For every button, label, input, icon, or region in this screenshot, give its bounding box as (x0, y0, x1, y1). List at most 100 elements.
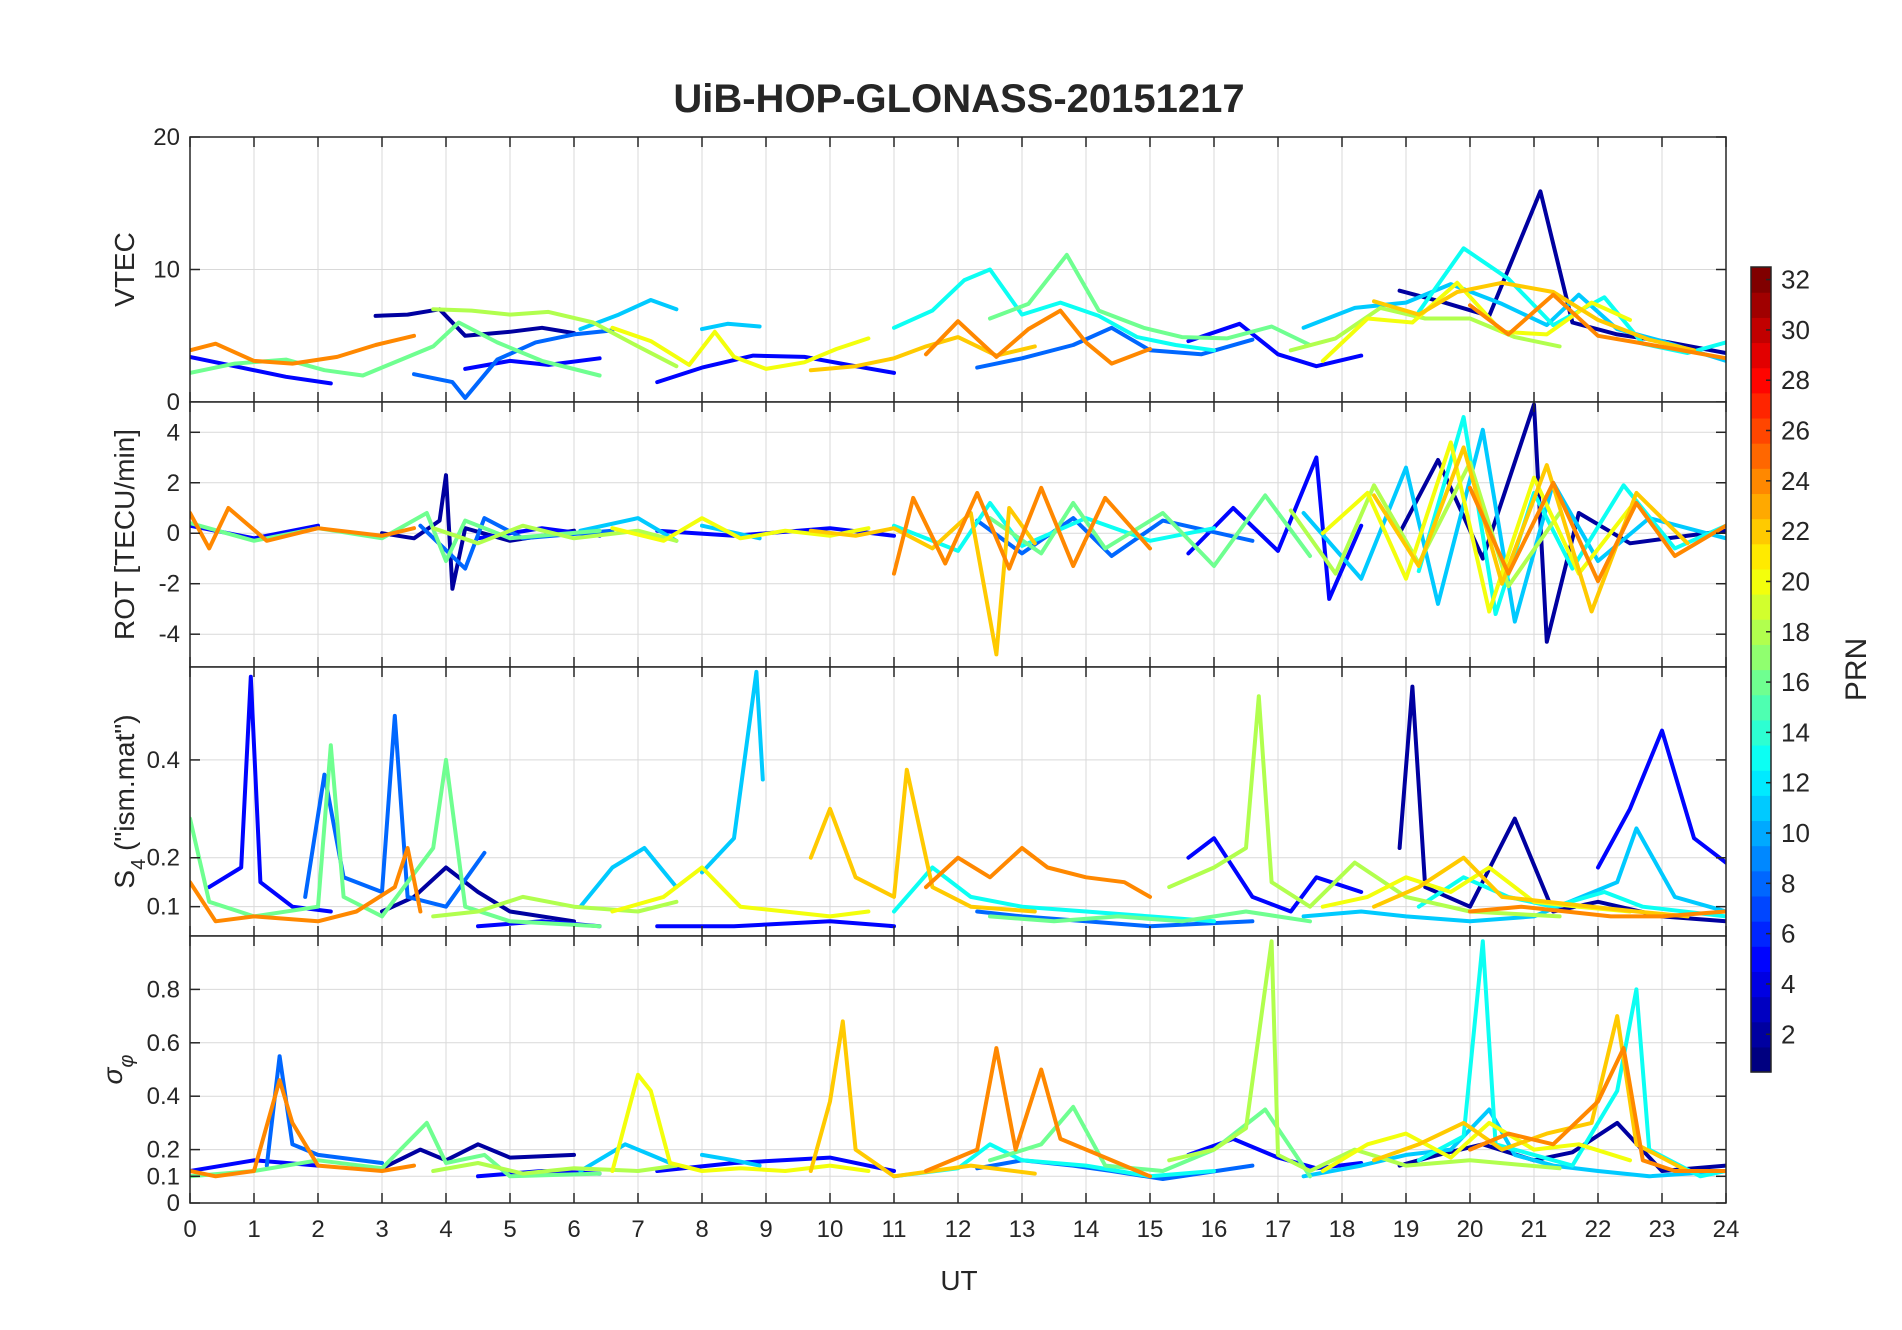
x-tick-label: 23 (1649, 1216, 1676, 1243)
y-tick-label: -4 (159, 621, 180, 648)
colorbar-swatch (1751, 267, 1771, 293)
colorbar-tick-label: 32 (1781, 265, 1810, 295)
y-tick-label: 0.2 (147, 845, 180, 872)
colorbar-tick-label: 30 (1781, 315, 1810, 345)
colorbar-swatch (1751, 845, 1771, 872)
x-tick-label: 0 (183, 1216, 196, 1243)
colorbar-tick-label: 8 (1781, 868, 1795, 898)
series-prn-16 (988, 252, 1312, 347)
series-prn-13 (1416, 875, 1726, 919)
series-prn-5 (1596, 728, 1726, 870)
colorbar-swatch (1751, 594, 1771, 620)
x-tick-label: 13 (1009, 1216, 1036, 1243)
colorbar-swatch (1751, 669, 1771, 696)
y-axis-label: σφ (97, 1055, 138, 1085)
colorbar-tick-label: 10 (1781, 818, 1810, 848)
series-group (190, 189, 1726, 400)
colorbar-swatch (1751, 317, 1771, 344)
series-prn-18 (431, 307, 679, 369)
series-prn-11 (700, 669, 765, 875)
series-prn-22 (1372, 855, 1690, 919)
x-tick-label: 10 (817, 1216, 844, 1243)
series-prn-5 (190, 354, 333, 386)
series-prn-18 (431, 1161, 679, 1176)
colorbar-swatch (1751, 619, 1771, 645)
colorbar-tick-label: 12 (1781, 768, 1810, 798)
series-prn-5 (463, 356, 602, 371)
series-prn-5 (655, 1155, 896, 1173)
series-prn-24 (924, 1046, 1152, 1179)
series-prn-18 (1167, 694, 1562, 919)
colorbar-swatch (1751, 367, 1771, 394)
x-tick-label: 20 (1457, 1216, 1484, 1243)
series-prn-13 (892, 865, 1216, 924)
x-tick-label: 9 (759, 1216, 772, 1243)
colorbar-swatch (1751, 795, 1771, 822)
series-prn-20 (610, 325, 871, 371)
y-tick-label: 4 (167, 419, 180, 446)
x-tick-label: 5 (503, 1216, 516, 1243)
series-prn-11 (1301, 427, 1726, 624)
y-tick-label: 0.8 (147, 976, 180, 1003)
series-prn-16 (190, 511, 602, 563)
colorbar-swatch (1751, 443, 1771, 469)
x-tick-label: 21 (1521, 1216, 1548, 1243)
x-tick-label: 18 (1329, 1216, 1356, 1243)
series-prn-24 (1468, 292, 1726, 361)
series-prn-24 (190, 1078, 416, 1179)
colorbar-swatch (1751, 543, 1771, 570)
panel-sigma: 00.10.20.40.60.80 1 2 3 4 5 6 7 8 9 10 11 12 13 14 15 16… (97, 935, 1739, 1243)
series-prn-24 (892, 485, 1152, 576)
y-tick-label: 20 (153, 124, 180, 151)
colorbar-tick-label: 26 (1781, 416, 1810, 446)
series-prn-24 (190, 333, 416, 366)
y-tick-label: 0.4 (147, 1083, 180, 1110)
colorbar-label: PRN (1840, 638, 1873, 701)
series-prn-5 (207, 674, 333, 914)
x-tick-label: 2 (311, 1216, 324, 1243)
x-tick-label: 1 (247, 1216, 260, 1243)
series-group (190, 402, 1726, 657)
y-tick-label: 0 (167, 389, 180, 416)
series-prn-24 (924, 308, 1152, 366)
y-tick-label: 0.6 (147, 1030, 180, 1057)
series-group (190, 669, 1726, 929)
y-axis-label: ROT [TECU/min] (109, 429, 140, 640)
series-prn-18 (431, 523, 679, 546)
colorbar-swatch (1751, 342, 1771, 369)
series-prn-22 (1372, 1014, 1690, 1173)
colorbar-swatch (1751, 1021, 1771, 1048)
y-tick-label: 0 (167, 1190, 180, 1217)
colorbar-swatch (1751, 744, 1771, 771)
colorbar-swatch (1751, 493, 1771, 520)
series-prn-13 (892, 267, 1216, 353)
y-tick-label: 10 (153, 257, 180, 284)
y-tick-label: -2 (159, 571, 180, 598)
series-prn-11 (578, 846, 679, 909)
colorbar-swatch (1751, 392, 1771, 419)
colorbar-swatch (1751, 946, 1771, 972)
series-prn-5 (655, 353, 896, 385)
series-prn-22 (808, 767, 1037, 914)
series-prn-5 (655, 919, 896, 929)
colorbar-swatch (1751, 870, 1771, 897)
series-prn-22 (808, 506, 1037, 657)
y-tick-label: 0.1 (147, 1163, 180, 1190)
series-prn-2 (373, 307, 576, 338)
y-tick-label: 0.1 (147, 894, 180, 921)
series-prn-8 (412, 328, 615, 400)
series-prn-24 (1468, 1046, 1726, 1173)
colorbar-tick-label: 18 (1781, 617, 1810, 647)
y-axis: 00.10.20.40.60.80 1 2 3 4 5 6 7 8 9 10 11 12 13 14 15 16… (147, 936, 1739, 1243)
colorbar-tick-label: 16 (1781, 667, 1810, 697)
series-prn-24 (190, 846, 423, 924)
series-prn-11 (700, 1152, 762, 1168)
colorbar-swatch (1751, 996, 1771, 1023)
x-tick-label: 11 (882, 1216, 907, 1243)
colorbar-tick-label: 24 (1781, 466, 1810, 496)
y-tick-label: 0 (167, 520, 180, 547)
colorbar-swatch (1751, 719, 1771, 746)
x-tick-label: 12 (945, 1216, 972, 1243)
